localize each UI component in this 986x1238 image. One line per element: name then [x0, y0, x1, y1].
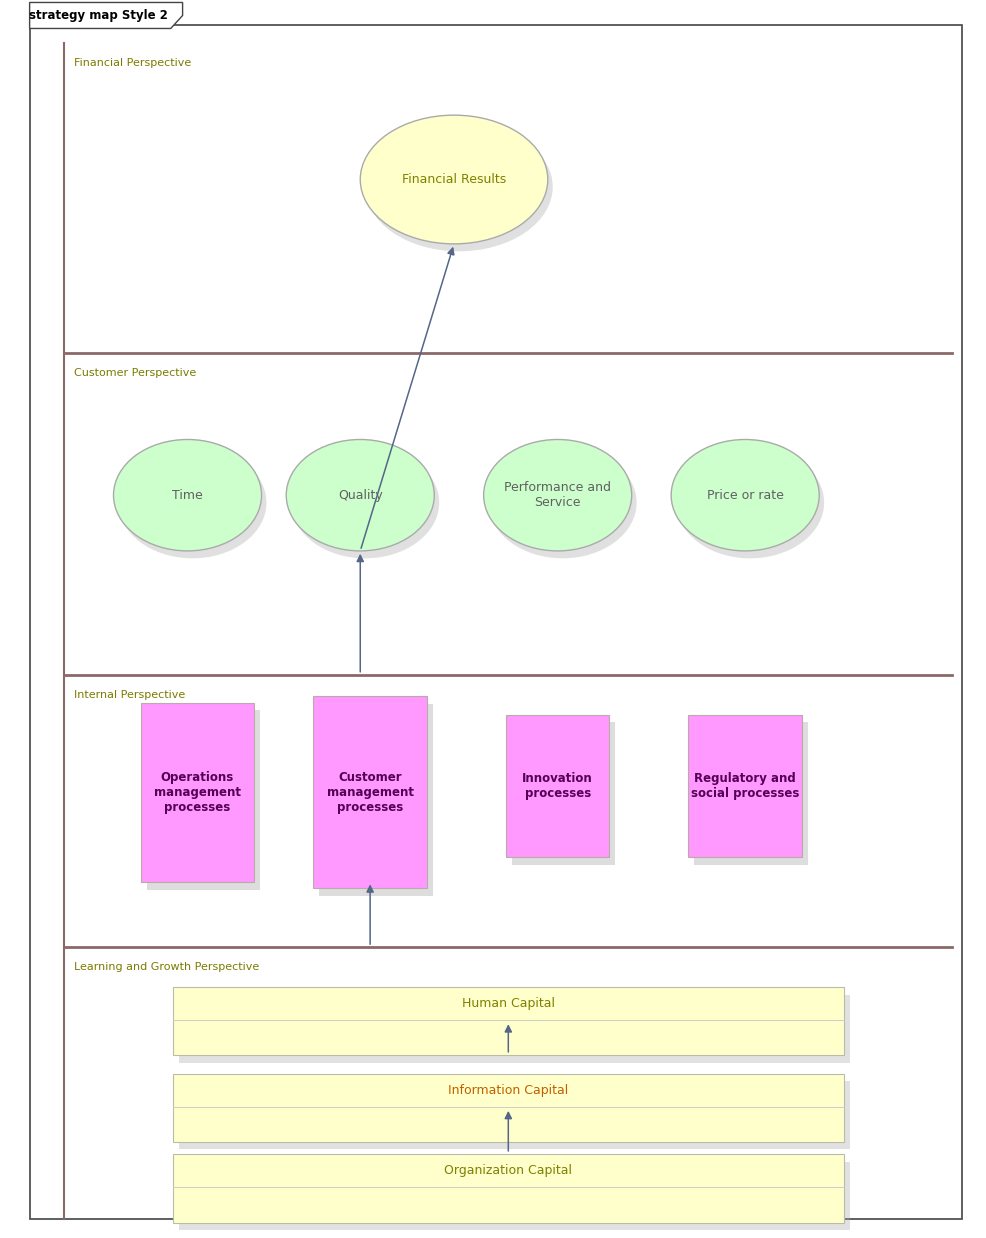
Ellipse shape: [113, 439, 261, 551]
Ellipse shape: [670, 439, 818, 551]
Text: Customer Perspective: Customer Perspective: [74, 368, 196, 378]
Text: Time: Time: [172, 489, 203, 501]
FancyBboxPatch shape: [178, 995, 849, 1062]
Text: Innovation
processes: Innovation processes: [522, 773, 593, 800]
Text: Regulatory and
social processes: Regulatory and social processes: [690, 773, 799, 800]
Ellipse shape: [488, 447, 636, 558]
Ellipse shape: [483, 439, 631, 551]
Text: strategy map Style 2: strategy map Style 2: [29, 9, 168, 22]
FancyBboxPatch shape: [178, 1082, 849, 1149]
FancyBboxPatch shape: [319, 703, 432, 896]
FancyBboxPatch shape: [141, 703, 254, 883]
Text: Organization Capital: Organization Capital: [444, 1164, 572, 1177]
FancyBboxPatch shape: [694, 723, 807, 865]
FancyBboxPatch shape: [30, 25, 961, 1219]
Text: Financial Perspective: Financial Perspective: [74, 58, 191, 68]
Text: Price or rate: Price or rate: [706, 489, 783, 501]
Text: Quality: Quality: [337, 489, 383, 501]
Ellipse shape: [675, 447, 823, 558]
Ellipse shape: [360, 115, 547, 244]
FancyBboxPatch shape: [313, 696, 426, 889]
FancyBboxPatch shape: [511, 723, 615, 865]
Ellipse shape: [365, 123, 552, 251]
Text: Learning and Growth Perspective: Learning and Growth Perspective: [74, 962, 259, 972]
FancyBboxPatch shape: [147, 711, 260, 890]
FancyBboxPatch shape: [687, 716, 801, 857]
FancyBboxPatch shape: [173, 1154, 843, 1223]
Ellipse shape: [291, 447, 439, 558]
Polygon shape: [30, 2, 182, 28]
FancyBboxPatch shape: [173, 1075, 843, 1141]
Text: Information Capital: Information Capital: [448, 1083, 568, 1097]
Text: Operations
management
processes: Operations management processes: [154, 771, 241, 813]
FancyBboxPatch shape: [173, 988, 843, 1055]
Text: Financial Results: Financial Results: [401, 173, 506, 186]
Text: Performance and
Service: Performance and Service: [504, 482, 610, 509]
Text: Human Capital: Human Capital: [461, 997, 554, 1010]
Ellipse shape: [118, 447, 266, 558]
FancyBboxPatch shape: [178, 1161, 849, 1231]
Text: Customer
management
processes: Customer management processes: [326, 771, 413, 813]
FancyBboxPatch shape: [505, 716, 608, 857]
Text: Internal Perspective: Internal Perspective: [74, 690, 185, 699]
Ellipse shape: [286, 439, 434, 551]
